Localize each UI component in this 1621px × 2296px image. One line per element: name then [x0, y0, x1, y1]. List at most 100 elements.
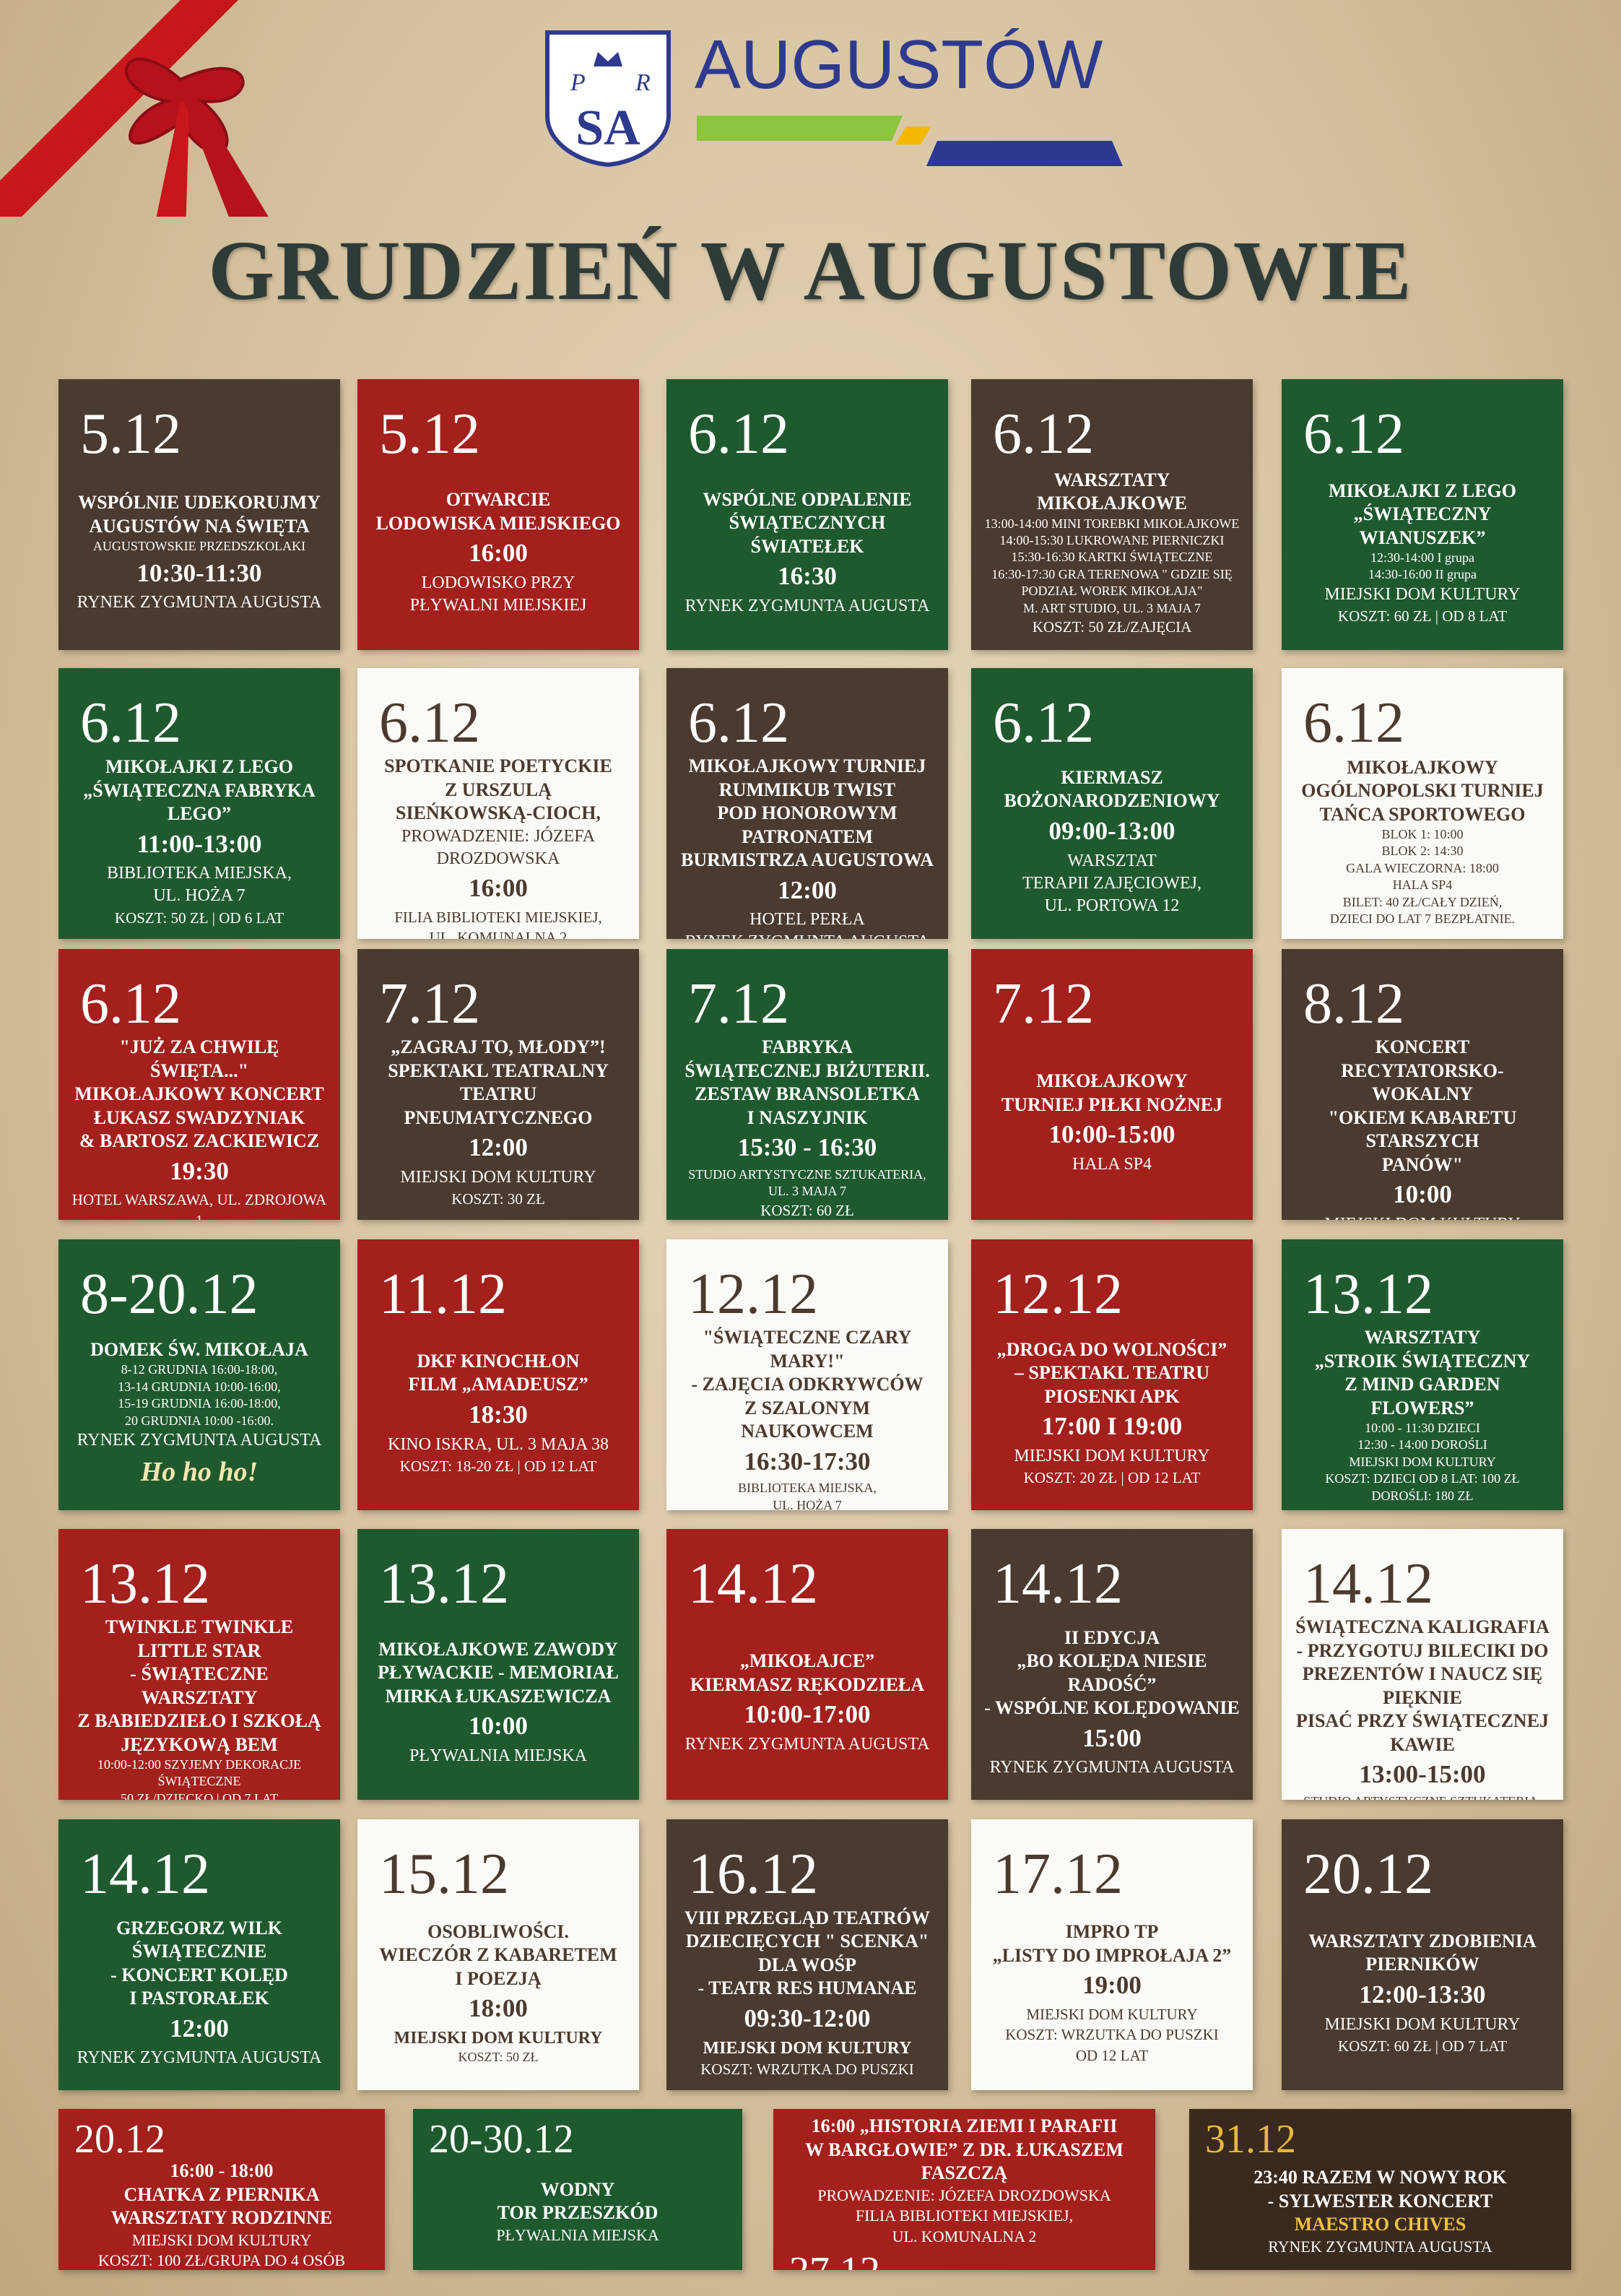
text-line: DZIECIĘCYCH " SCENKA" [685, 1931, 929, 1952]
text-line: PODZIAŁ WOREK MIKOŁAJA" [1021, 584, 1203, 599]
event-info: FILIA BIBLIOTEKI MIEJSKIEJ, UL. KOMUNALNA… [785, 2206, 1144, 2247]
event-title: MIKOŁAJKI Z LEGO „ŚWIĄTECZNY WIANUSZEK” [1295, 480, 1550, 550]
text-line: POD HONOROWYM PATRONATEM [717, 802, 898, 847]
event-note: KOSZT: 18-20 ZŁ | OD 12 LAT [370, 1456, 626, 1476]
event-date: 6.12 [80, 972, 181, 1036]
text-line: „ZAGRAJ TO, MŁODY”! [391, 1036, 606, 1058]
text-line: STUDIO ARTYSTYCZNE SZTUKATERIA, [688, 1166, 926, 1182]
text-line: Z URSZULĄ [444, 779, 552, 800]
event-place: PŁYWALNIA MIEJSKA [370, 1745, 626, 1767]
event-info: KOSZT: 50 ZŁ [370, 2049, 626, 2066]
text-line: MIKOŁAJKOWY [1036, 1070, 1188, 1092]
event-tile: 6.12 MIKOŁAJKOWY OGÓLNOPOLSKI TURNIEJ TAŃCA… [1282, 668, 1563, 939]
text-line: KONCERT [1375, 1036, 1470, 1057]
text-line: PŁYWACKIE - MEMORIAŁ [378, 1662, 619, 1684]
text-line: „STROIK ŚWIĄTECZNY [1314, 1350, 1531, 1372]
event-date: 6.12 [1303, 402, 1404, 466]
event-title: WSPÓLNE ODPALENIE ŚWIĄTECZNYCH ŚWIATEŁEK [679, 488, 935, 559]
text-line: RYNEK ZYGMUNTA AUGUSTA [989, 1758, 1235, 1777]
text-line: BIBLIOTEKA MIEJSKA, [107, 864, 292, 883]
text-line: KIERMASZ [1061, 766, 1163, 788]
text-line: 20 GRUDNIA 10:00 -16:00. [125, 1413, 274, 1428]
event-time: 10:30-11:30 [136, 558, 262, 587]
event-date: 14.12 [1303, 1552, 1433, 1616]
event-details: 16:00 - 18:00 CHATKA Z PIERNIKA WARSZTATY … [70, 2159, 373, 2270]
event-details: MIKOŁAJKI Z LEGO „ŚWIĄTECZNY WIANUSZEK” 12… [1295, 466, 1550, 640]
header-graphics: P R SA AUGUSTÓW [0, 0, 1123, 217]
event-details: 16:00 „HISTORIA ZIEMI I PARAFII W BARGŁOW… [785, 2115, 1144, 2247]
event-details: TWINKLE TWINKLE LITTLE STAR - ŚWIĄTECZNE … [71, 1616, 327, 1800]
event-date: 15.12 [379, 1842, 509, 1906]
event-place: LODOWISKO PRZY PŁYWALNI MIEJSKIEJ [370, 572, 626, 617]
text-line: MIKOŁAJKI Z LEGO [1328, 480, 1517, 501]
text-line: PIERNIKÓW [1365, 1954, 1479, 1975]
text-line: GALA WIECZORNA: 18:00 [1346, 860, 1499, 875]
event-date: 13.12 [379, 1552, 509, 1616]
event-date: 20-30.12 [429, 2117, 574, 2162]
event-note: KOSZT: 60 ZŁ | OD 7 LAT [1295, 2036, 1550, 2056]
text-line: 16:30-17:30 GRA TERENOWA " GDZIE SIĘ [991, 566, 1233, 581]
text-line: UL. HOŻA 7 [153, 886, 245, 906]
event-title: MIKOŁAJKOWY TURNIEJ PIŁKI NOŻNEJ [984, 1070, 1240, 1117]
event-place: RYNEK ZYGMUNTA AUGUSTA [71, 592, 327, 614]
text-line: 13-14 GRUDNIA 10:00-16:00, [118, 1379, 281, 1394]
event-date: 20.12 [1303, 1842, 1433, 1906]
text-line: MIEJSKI DOM KULTURY [1324, 2014, 1521, 2034]
event-place: PROWADZENIE: JÓZEFA DROZDOWSKA [370, 826, 626, 870]
event-time: 16:30 [778, 562, 837, 591]
event-date: 13.12 [80, 1552, 210, 1616]
event-time: 18:30 [469, 1400, 528, 1429]
event-tile: 12.12 "ŚWIĄTECZNE CZARY MARY!" - ZAJĘCIA O… [666, 1239, 948, 1510]
text-line: PISAĆ PRZY ŚWIĄTECZNEJ KAWIE [1295, 1710, 1550, 1755]
event-badge: Ho ho ho! [140, 1457, 258, 1488]
event-details: WARSZTATY „STROIK ŚWIĄTECZNY Z MIND GARDEN… [1295, 1326, 1550, 1504]
text-line: II EDYCJA [1064, 1626, 1160, 1648]
text-line: LODOWISKA MIEJSKIEGO [375, 512, 621, 534]
event-details: II EDYCJA „BO KOLĘDA NIESIE RADOŚĆ” - WSPÓ… [984, 1616, 1240, 1790]
event-date: 6.12 [379, 691, 480, 755]
event-tile: 13.12 WARSZTATY „STROIK ŚWIĄTECZNY Z MIND G… [1282, 1239, 1563, 1510]
event-tile: 5.12 WSPÓLNIE UDEKORUJMY AUGUSTÓW NA ŚWIĘT… [58, 379, 340, 650]
text-line: PROWADZENIE: JÓZEFA DROZDOWSKA [817, 2185, 1111, 2204]
text-line: AUGUSTÓW NA ŚWIĘTA [89, 515, 310, 537]
event-tile: 7.12 „ZAGRAJ TO, MŁODY”! SPEKTAKL TEATRALN… [357, 949, 639, 1220]
text-line: WARSZTATY ZDOBIENIA [1308, 1930, 1537, 1951]
text-line: PANÓW" [1381, 1153, 1464, 1175]
event-time: 16:30-17:30 [744, 1447, 871, 1476]
event-details: KONCERT RECYTATORSKO-WOKALNY "OKIEM KABARE… [1295, 1036, 1550, 1220]
event-time: 10:00 [1393, 1180, 1452, 1208]
event-info: STUDIO ARTYSTYCZNE SZTUKATERIA, UL. 3 MAJ… [679, 1166, 935, 1200]
event-title: WSPÓLNIE UDEKORUJMY AUGUSTÓW NA ŚWIĘTA [71, 491, 327, 538]
event-date: 7.12 [379, 972, 480, 1036]
text-line: 12:30-14:00 I grupa [1370, 550, 1474, 566]
event-title: VIII PRZEGLĄD TEATRÓW DZIECIĘCYCH " SCENK… [679, 1907, 935, 2001]
event-title: ŚWIĄTECZNA KALIGRAFIA - PRZYGOTUJ BILECIK… [1295, 1616, 1550, 1756]
event-title: KONCERT RECYTATORSKO-WOKALNY "OKIEM KABARE… [1295, 1036, 1550, 1177]
event-time: 11:00-13:00 [136, 829, 262, 858]
text-line: RYNEK ZYGMUNTA AUGUSTA [685, 1734, 930, 1754]
text-line: Z MIND GARDEN FLOWERS” [1344, 1374, 1500, 1418]
event-tile: 14.12 ŚWIĄTECZNA KALIGRAFIA - PRZYGOTUJ BI… [1282, 1529, 1563, 1800]
event-title: SPOTKANIE POETYCKIE Z URSZULĄ SIEŃKOWSKĄ-C… [370, 755, 626, 826]
text-line: KOSZT: 50 ZŁ | OD 6 LAT [114, 909, 284, 927]
text-line: 23:40 RAZEM W NOWY ROK [1253, 2167, 1507, 2188]
text-line: 15:30-16:30 KARTKI ŚWIĄTECZNE [1011, 550, 1213, 565]
text-line: „ŚWIĄTECZNY WIANUSZEK” [1353, 503, 1492, 548]
text-line: MIKOŁAJKOWY KONCERT [74, 1083, 324, 1104]
text-line: KOSZT: 50 ZŁ [458, 2049, 539, 2064]
text-line: & BARTOSZ ZACKIEWICZ [79, 1130, 320, 1151]
event-details: IMPRO TP „LISTY DO IMPROŁAJA 2” 19:00 MIEJS… [984, 1906, 1240, 2080]
event-info: 13:00-14:00 MINI TOREBKI MIKOŁAJKOWE 14:0… [984, 516, 1240, 617]
text-line: WIECZÓR Z KABARETEM [379, 1944, 617, 1966]
text-line: KOSZT: 18-20 ZŁ | OD 12 LAT [399, 1457, 597, 1475]
event-time: 09:30-12:00 [744, 2003, 871, 2032]
text-line: DZIECI DO LAT 7 BEZPŁATNIE. [1329, 911, 1516, 927]
event-tile: 14.12 „MIKOŁAJCE” KIERMASZ RĘKODZIEŁA 10:00… [666, 1529, 948, 1800]
text-line: - SYLWESTER KONCERT [1267, 2190, 1493, 2211]
event-title: „DROGA DO WOLNOŚCI” – SPEKTAKL TEATRU PIOS… [984, 1338, 1240, 1409]
text-line: MIEJSKI DOM KULTURY [400, 1168, 596, 1187]
event-place: MIEJSKI DOM KULTURY [1295, 2014, 1550, 2036]
event-title: KIERMASZ BOŻONARODZENIOWY [984, 766, 1240, 813]
text-line: PROWADZENIE: JÓZEFA [401, 826, 596, 846]
